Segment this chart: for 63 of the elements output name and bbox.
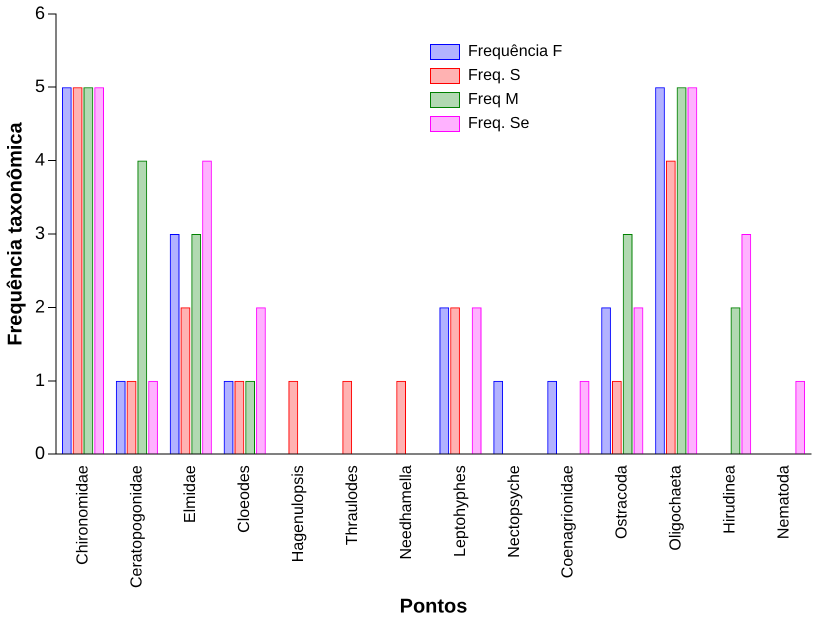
bar bbox=[180, 307, 190, 454]
bar bbox=[342, 380, 352, 454]
bar bbox=[666, 160, 676, 454]
y-tick-label: 1 bbox=[34, 370, 46, 390]
bar bbox=[126, 380, 136, 454]
y-tick-label: 0 bbox=[34, 443, 46, 464]
bar bbox=[94, 87, 104, 454]
bar bbox=[450, 307, 460, 454]
x-tick-label: Oligochaeta bbox=[668, 465, 685, 551]
legend-label: Freq M bbox=[468, 90, 519, 110]
x-tick-label: Thraulodes bbox=[344, 465, 362, 546]
y-tick-label: 2 bbox=[34, 296, 46, 316]
bar bbox=[245, 380, 256, 454]
bar bbox=[202, 160, 212, 454]
bar bbox=[137, 160, 148, 454]
bar bbox=[730, 307, 740, 454]
bar bbox=[676, 87, 686, 454]
bar bbox=[256, 307, 266, 454]
legend-label: Freq. Se bbox=[468, 114, 530, 134]
x-tick-label: Nectopsyche bbox=[506, 465, 523, 558]
x-tick-label: Leptohyphes bbox=[452, 465, 469, 557]
x-tick-label: Needhamella bbox=[398, 465, 415, 560]
bar bbox=[601, 307, 611, 454]
bar bbox=[288, 380, 298, 454]
bar bbox=[72, 87, 82, 454]
bar bbox=[634, 307, 644, 454]
bar bbox=[191, 234, 202, 454]
x-tick-label: Ceratopogonidae bbox=[128, 465, 146, 588]
bar bbox=[612, 380, 622, 454]
bar bbox=[234, 380, 244, 454]
y-tick-label: 4 bbox=[34, 150, 46, 170]
bar bbox=[622, 234, 632, 454]
bar bbox=[795, 380, 806, 454]
bar bbox=[472, 307, 482, 454]
bar bbox=[116, 380, 126, 454]
legend-label: Freq. S bbox=[468, 66, 520, 86]
x-tick-label: Nematoda bbox=[775, 465, 792, 540]
y-tick-label: 6 bbox=[34, 2, 46, 23]
bar bbox=[62, 87, 72, 454]
y-tick-label: 5 bbox=[34, 76, 46, 96]
bar bbox=[580, 380, 590, 454]
y-axis-title: Frequência taxonômica bbox=[4, 121, 27, 346]
bar bbox=[84, 87, 94, 454]
x-tick-label: Hirudinea bbox=[722, 465, 739, 534]
bar bbox=[170, 234, 180, 454]
x-tick-label: Hagenulopsis bbox=[290, 465, 308, 562]
bar bbox=[547, 380, 557, 454]
bar bbox=[655, 87, 665, 454]
x-tick-label: Elmidae bbox=[182, 465, 200, 524]
bar bbox=[439, 307, 450, 454]
bar bbox=[688, 87, 698, 454]
bar bbox=[224, 380, 234, 454]
bar bbox=[741, 234, 752, 454]
y-tick-label: 3 bbox=[34, 222, 46, 243]
bar bbox=[493, 380, 504, 454]
x-tick-label: Cloeodes bbox=[236, 465, 254, 533]
x-axis-title: Pontos bbox=[400, 596, 468, 618]
x-tick-label: Coenagrionidae bbox=[560, 465, 577, 578]
x-tick-label: Chironomidae bbox=[74, 465, 92, 565]
bar bbox=[396, 380, 406, 454]
legend-label: Frequência F bbox=[468, 42, 562, 62]
bar bbox=[148, 380, 158, 454]
x-tick-label: Ostracoda bbox=[614, 465, 631, 540]
